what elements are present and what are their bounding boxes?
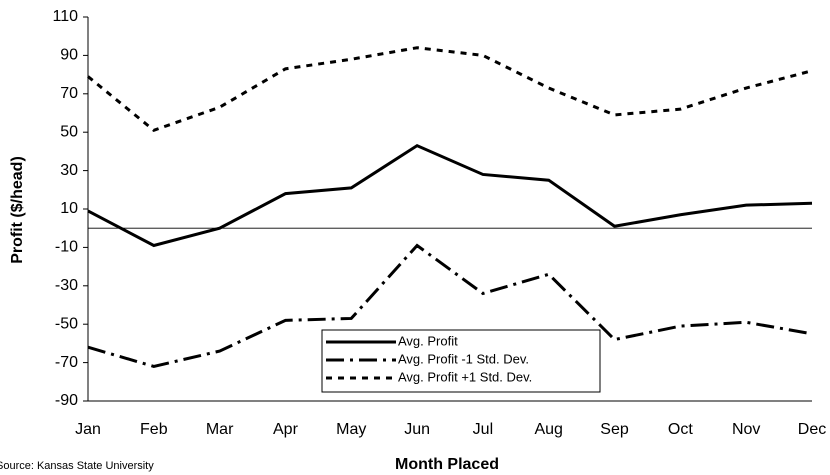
series-line: [87, 46, 813, 132]
x-tick-label: Apr: [273, 421, 299, 438]
x-tick-label: Oct: [668, 421, 693, 438]
x-tick-label: Feb: [140, 421, 168, 438]
y-tick-label: 30: [60, 162, 78, 179]
legend-label: Avg. Profit: [398, 333, 458, 348]
legend-label: Avg. Profit +1 Std. Dev.: [398, 369, 532, 384]
y-tick-label: -70: [55, 354, 78, 371]
series-line: [87, 143, 813, 248]
y-axis-title: Profit ($/head): [9, 156, 26, 264]
x-tick-label: Jul: [473, 421, 493, 438]
y-tick-label: -10: [55, 239, 78, 256]
x-tick-label: Nov: [732, 421, 760, 438]
source-note: Source: Kansas State University: [0, 460, 154, 472]
y-tick-label: 110: [52, 8, 78, 25]
y-tick-label: -90: [55, 392, 78, 409]
x-tick-label: Dec: [798, 421, 826, 438]
y-tick-label: -50: [55, 315, 78, 332]
y-tick-label: 90: [60, 47, 78, 64]
x-tick-label: May: [336, 421, 366, 438]
legend-label: Avg. Profit -1 Std. Dev.: [398, 351, 529, 366]
x-tick-label: Jun: [404, 421, 430, 438]
x-tick-label: Sep: [600, 421, 629, 438]
y-tick-label: 50: [60, 123, 78, 140]
x-tick-label: Aug: [534, 421, 562, 438]
x-tick-label: Jan: [75, 421, 101, 438]
x-tick-label: Mar: [206, 421, 234, 438]
series-line: [87, 243, 813, 368]
y-tick-label: -30: [55, 277, 78, 294]
y-tick-label: 10: [60, 200, 78, 217]
x-axis-title: Month Placed: [395, 456, 499, 473]
y-tick-label: 70: [60, 85, 78, 102]
